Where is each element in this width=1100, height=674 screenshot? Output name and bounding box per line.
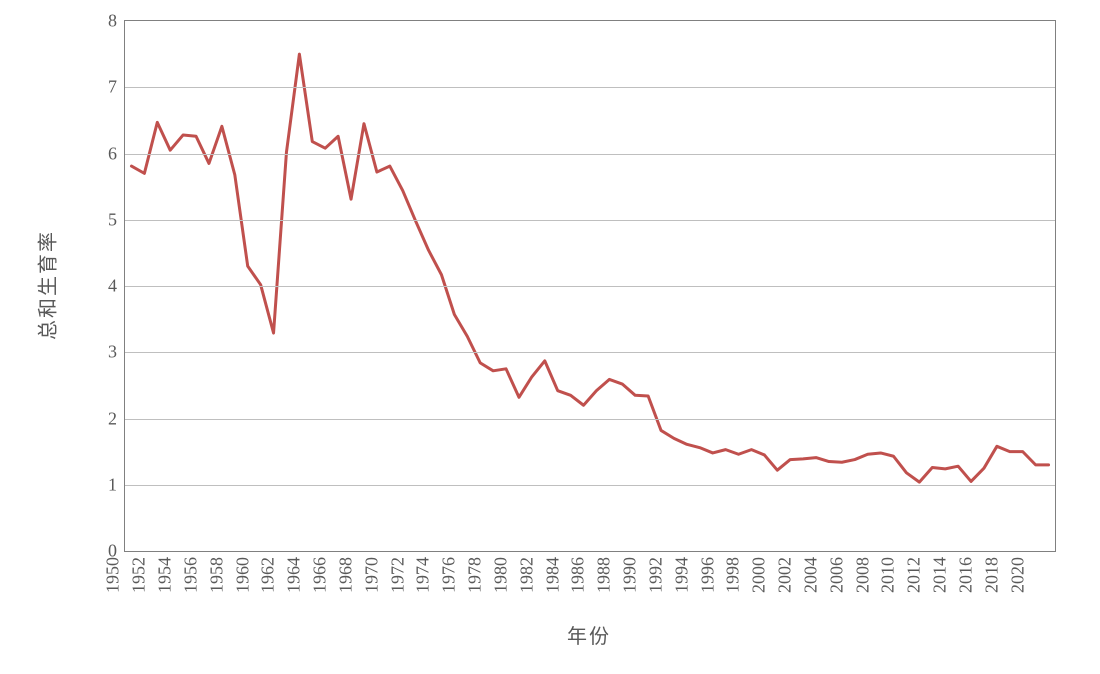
y-tick-label: 4 — [108, 276, 117, 297]
x-tick-label: 1994 — [671, 557, 692, 593]
x-tick-label: 1990 — [620, 557, 641, 593]
x-tick-label: 1982 — [516, 557, 537, 593]
x-tick-label: 1996 — [697, 557, 718, 593]
x-tick-label: 2008 — [852, 557, 873, 593]
x-tick-label: 1978 — [465, 557, 486, 593]
x-tick-label: 1960 — [232, 557, 253, 593]
x-tick-label: 2018 — [981, 557, 1002, 593]
gridline — [125, 87, 1055, 88]
x-tick-label: 1974 — [413, 557, 434, 593]
x-tick-label: 2012 — [904, 557, 925, 593]
x-tick-label: 2010 — [878, 557, 899, 593]
x-tick-label: 1968 — [335, 557, 356, 593]
x-tick-label: 2020 — [1007, 557, 1028, 593]
y-tick-label: 6 — [108, 143, 117, 164]
gridline — [125, 352, 1055, 353]
x-tick-label: 1966 — [310, 557, 331, 593]
x-tick-label: 1956 — [180, 557, 201, 593]
gridline — [125, 154, 1055, 155]
fertility-rate-chart: 0123456781950195219541956195819601962196… — [0, 0, 1100, 674]
x-tick-label: 2004 — [800, 557, 821, 593]
x-tick-label: 1964 — [284, 557, 305, 593]
x-tick-label: 2002 — [775, 557, 796, 593]
y-tick-label: 5 — [108, 209, 117, 230]
x-tick-label: 2016 — [955, 557, 976, 593]
x-tick-label: 2014 — [930, 557, 951, 593]
y-axis-title: 总和生育率 — [32, 230, 61, 340]
x-tick-label: 1984 — [542, 557, 563, 593]
y-tick-label: 8 — [108, 11, 117, 32]
gridline — [125, 419, 1055, 420]
x-tick-label: 2006 — [826, 557, 847, 593]
y-tick-label: 1 — [108, 474, 117, 495]
x-tick-label: 1972 — [387, 557, 408, 593]
gridline — [125, 220, 1055, 221]
x-tick-label: 1954 — [155, 557, 176, 593]
x-tick-label: 2000 — [749, 557, 770, 593]
y-tick-label: 7 — [108, 77, 117, 98]
x-tick-label: 1986 — [568, 557, 589, 593]
x-tick-label: 1970 — [361, 557, 382, 593]
plot-area: 0123456781950195219541956195819601962196… — [124, 20, 1056, 552]
x-tick-label: 1998 — [723, 557, 744, 593]
x-tick-label: 1976 — [439, 557, 460, 593]
x-tick-label: 1952 — [129, 557, 150, 593]
x-tick-label: 1988 — [594, 557, 615, 593]
x-tick-label: 1962 — [258, 557, 279, 593]
x-tick-label: 1950 — [103, 557, 124, 593]
y-tick-label: 2 — [108, 408, 117, 429]
gridline — [125, 286, 1055, 287]
y-tick-label: 3 — [108, 342, 117, 363]
x-axis-title: 年份 — [567, 620, 611, 649]
x-tick-label: 1980 — [490, 557, 511, 593]
gridline — [125, 485, 1055, 486]
x-tick-label: 1958 — [206, 557, 227, 593]
x-tick-label: 1992 — [645, 557, 666, 593]
